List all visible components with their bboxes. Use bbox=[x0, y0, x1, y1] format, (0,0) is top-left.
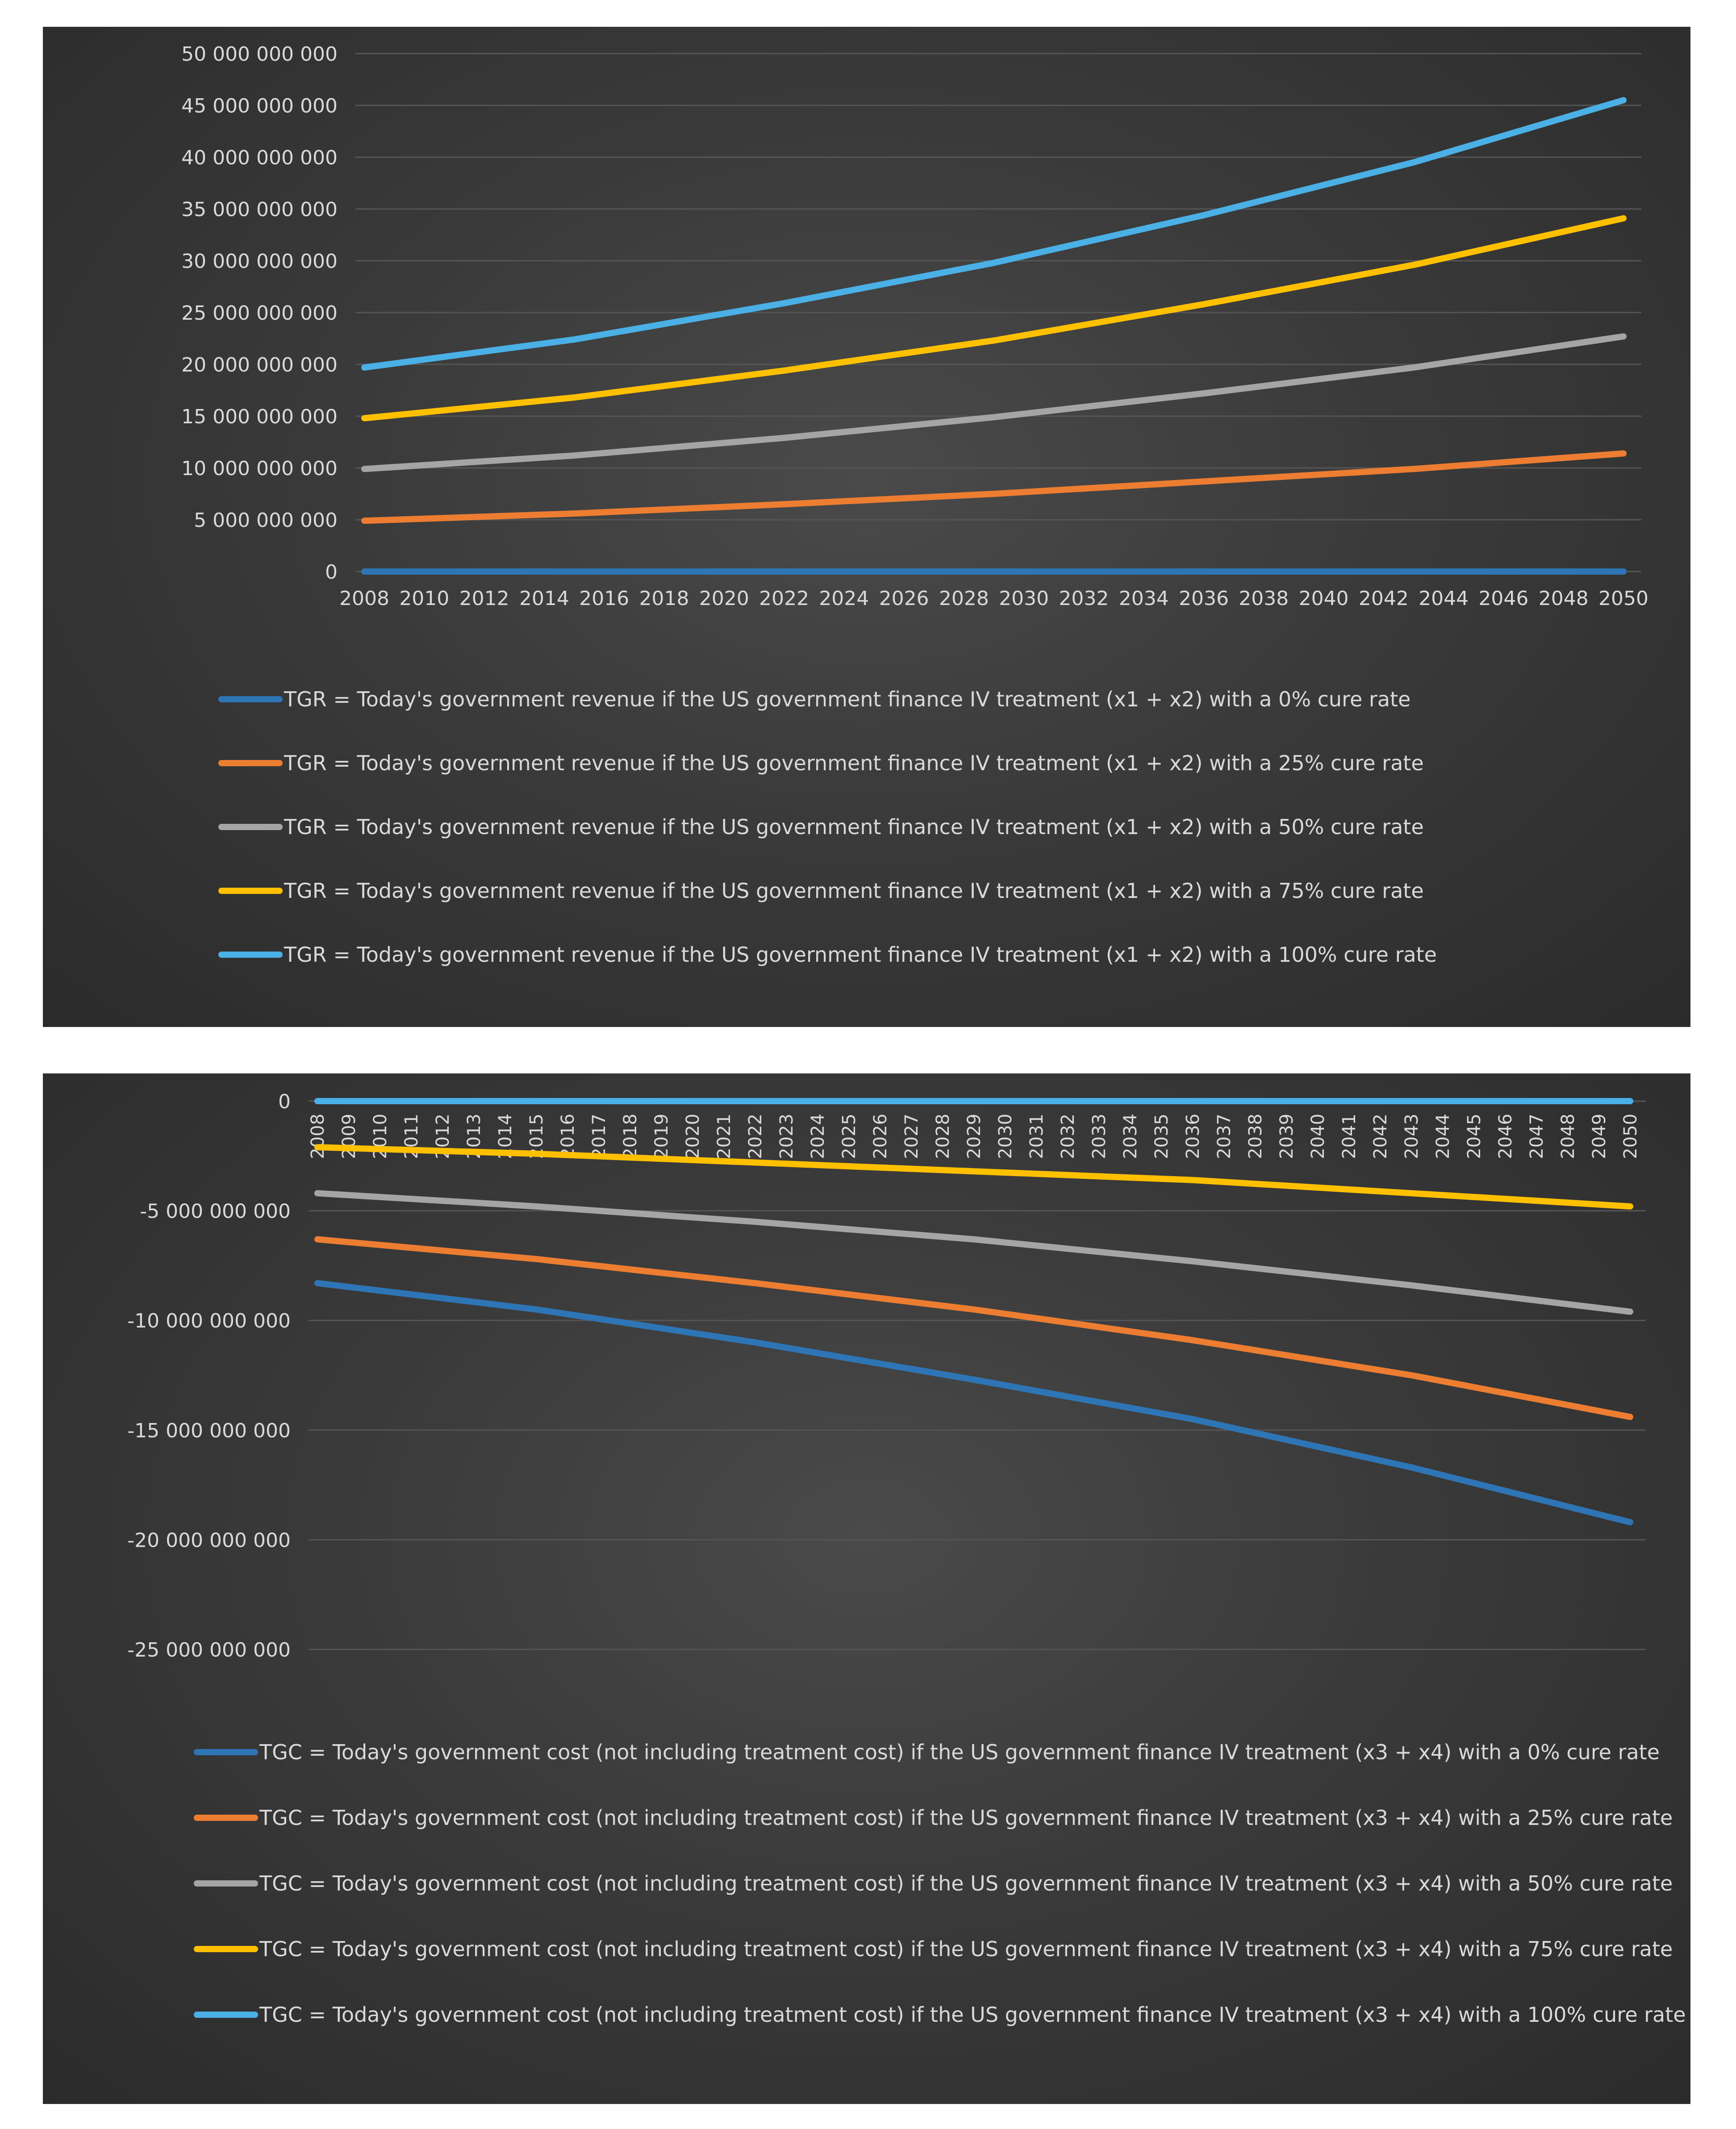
x-tick-label: 2010 bbox=[399, 587, 449, 610]
series-line-0 bbox=[314, 1280, 1633, 1526]
x-tick-label: 2050 bbox=[1620, 1114, 1641, 1159]
x-tick-label: 2032 bbox=[1058, 1114, 1078, 1159]
series-line-3 bbox=[361, 215, 1627, 422]
x-tick-label: 2033 bbox=[1089, 1114, 1110, 1159]
legend-label-4: TGC = Today's government cost (not inclu… bbox=[259, 2003, 1686, 2027]
x-tick-label: 2044 bbox=[1433, 1114, 1453, 1159]
legend-label-1: TGR = Today's government revenue if the … bbox=[284, 751, 1424, 775]
x-tick-label: 2008 bbox=[339, 587, 389, 610]
legend-label-0: TGR = Today's government revenue if the … bbox=[284, 687, 1410, 711]
x-tick-label: 2047 bbox=[1527, 1114, 1547, 1159]
x-tick-label: 2009 bbox=[339, 1114, 359, 1159]
x-tick-label: 2030 bbox=[999, 587, 1049, 610]
x-tick-label: 2029 bbox=[964, 1114, 985, 1159]
x-tick-label: 2019 bbox=[651, 1114, 672, 1159]
y-tick-label: 0 bbox=[278, 1090, 291, 1113]
x-tick-label: 2020 bbox=[699, 587, 749, 610]
x-tick-label: 2028 bbox=[939, 587, 989, 610]
y-tick-label: -10 000 000 000 bbox=[127, 1310, 291, 1332]
y-tick-label: 30 000 000 000 bbox=[181, 250, 338, 273]
series-line-2 bbox=[314, 1190, 1633, 1315]
x-tick-label: 2040 bbox=[1299, 587, 1349, 610]
x-tick-label: 2016 bbox=[579, 587, 629, 610]
legend-label-2: TGR = Today's government revenue if the … bbox=[284, 815, 1424, 839]
x-tick-label: 2048 bbox=[1539, 587, 1589, 610]
x-tick-label: 2026 bbox=[870, 1114, 891, 1159]
x-tick-label: 2025 bbox=[839, 1114, 860, 1159]
series-line-1 bbox=[314, 1236, 1633, 1420]
x-tick-label: 2022 bbox=[759, 587, 809, 610]
x-tick-label: 2046 bbox=[1495, 1114, 1516, 1159]
series-line-3 bbox=[314, 1144, 1633, 1210]
x-tick-label: 2023 bbox=[776, 1114, 797, 1159]
legend-label-1: TGC = Today's government cost (not inclu… bbox=[259, 1806, 1673, 1830]
x-tick-label: 2035 bbox=[1152, 1114, 1172, 1159]
series-line-4 bbox=[361, 97, 1627, 371]
x-tick-label: 2038 bbox=[1245, 1114, 1266, 1159]
x-tick-label: 2048 bbox=[1558, 1114, 1578, 1159]
y-tick-label: 45 000 000 000 bbox=[181, 95, 338, 117]
y-tick-label: -20 000 000 000 bbox=[127, 1529, 291, 1552]
x-tick-label: 2034 bbox=[1120, 1114, 1141, 1159]
x-tick-label: 2042 bbox=[1359, 587, 1409, 610]
y-tick-label: -25 000 000 000 bbox=[127, 1639, 291, 1661]
x-tick-label: 2043 bbox=[1402, 1114, 1422, 1159]
y-tick-label: 5 000 000 000 bbox=[194, 509, 338, 532]
x-tick-label: 2046 bbox=[1478, 587, 1528, 610]
x-tick-label: 2024 bbox=[808, 1114, 828, 1159]
legend-label-3: TGC = Today's government cost (not inclu… bbox=[259, 1937, 1673, 1961]
y-tick-label: 10 000 000 000 bbox=[181, 457, 338, 480]
y-tick-label: 25 000 000 000 bbox=[181, 302, 338, 325]
x-tick-label: 2022 bbox=[745, 1114, 766, 1159]
x-tick-label: 2036 bbox=[1183, 1114, 1203, 1159]
x-tick-label: 2050 bbox=[1598, 587, 1648, 610]
y-tick-label: 35 000 000 000 bbox=[181, 198, 338, 221]
x-tick-label: 2016 bbox=[558, 1114, 578, 1159]
x-tick-label: 2039 bbox=[1277, 1114, 1297, 1159]
x-tick-label: 2014 bbox=[519, 587, 569, 610]
legend-label-0: TGC = Today's government cost (not inclu… bbox=[259, 1740, 1660, 1764]
x-tick-label: 2034 bbox=[1119, 587, 1169, 610]
x-tick-label: 2012 bbox=[459, 587, 509, 610]
x-tick-label: 2044 bbox=[1419, 587, 1469, 610]
x-tick-label: 2042 bbox=[1370, 1114, 1391, 1159]
revenue-chart-panel: 50 000 000 000 45 000 000 000 40 000 000 0… bbox=[43, 27, 1690, 1027]
x-tick-label: 2040 bbox=[1308, 1114, 1328, 1159]
x-tick-label: 2027 bbox=[901, 1114, 922, 1159]
series-line-1 bbox=[361, 450, 1627, 524]
x-tick-label: 2018 bbox=[620, 1114, 641, 1159]
x-tick-label: 2045 bbox=[1464, 1114, 1485, 1159]
y-tick-label: 20 000 000 000 bbox=[181, 354, 338, 376]
x-tick-label: 2031 bbox=[1027, 1114, 1047, 1159]
cost-chart-panel: 0 -5 000 000 000 -10 000 000 000 -15 000 00… bbox=[43, 1073, 1690, 2104]
x-tick-label: 2018 bbox=[639, 587, 689, 610]
x-tick-label: 2021 bbox=[714, 1114, 734, 1159]
x-tick-label: 2037 bbox=[1214, 1114, 1235, 1159]
cost-chart: 0 -5 000 000 000 -10 000 000 000 -15 000 00… bbox=[127, 1090, 1686, 2027]
legend-label-2: TGC = Today's government cost (not inclu… bbox=[259, 1871, 1673, 1895]
x-tick-label: 2030 bbox=[995, 1114, 1016, 1159]
y-tick-label: 40 000 000 000 bbox=[181, 146, 338, 169]
series-line-2 bbox=[361, 333, 1627, 472]
x-tick-label: 2028 bbox=[933, 1114, 953, 1159]
x-tick-label: 2049 bbox=[1589, 1114, 1610, 1159]
x-tick-label: 2008 bbox=[308, 1114, 328, 1159]
x-tick-label: 2032 bbox=[1059, 587, 1109, 610]
x-tick-label: 2026 bbox=[879, 587, 929, 610]
legend-label-3: TGR = Today's government revenue if the … bbox=[284, 879, 1424, 903]
x-tick-label: 2036 bbox=[1179, 587, 1229, 610]
legend-label-4: TGR = Today's government revenue if the … bbox=[284, 943, 1437, 967]
y-tick-label: 0 bbox=[325, 561, 338, 584]
revenue-chart: 50 000 000 000 45 000 000 000 40 000 000 0… bbox=[181, 43, 1648, 967]
y-tick-label: 50 000 000 000 bbox=[181, 43, 338, 66]
x-tick-label: 2038 bbox=[1239, 587, 1289, 610]
y-tick-label: 15 000 000 000 bbox=[181, 405, 338, 428]
x-tick-label: 2024 bbox=[819, 587, 869, 610]
x-tick-label: 2041 bbox=[1339, 1114, 1360, 1159]
x-tick-label: 2020 bbox=[683, 1114, 703, 1159]
y-tick-label: -15 000 000 000 bbox=[127, 1419, 291, 1442]
y-tick-label: -5 000 000 000 bbox=[140, 1200, 291, 1223]
x-tick-label: 2017 bbox=[589, 1114, 609, 1159]
